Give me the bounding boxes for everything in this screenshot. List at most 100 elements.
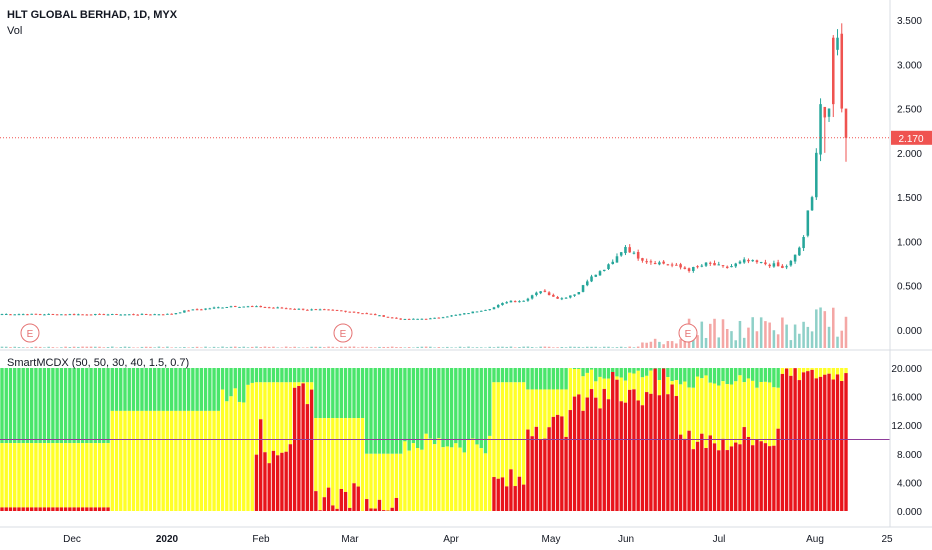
mcdx-yellow-bar xyxy=(63,443,68,508)
mcdx-yellow-bar xyxy=(203,410,208,511)
mcdx-green-bar xyxy=(318,368,322,419)
indicator-legend[interactable]: SmartMCDX (50, 50, 30, 40, 1.5, 0.7) xyxy=(7,357,189,369)
mcdx-yellow-bar xyxy=(462,452,466,511)
volume-bar xyxy=(450,347,453,348)
volume-bar xyxy=(772,330,776,348)
volume-bar xyxy=(764,321,767,348)
price-pane[interactable] xyxy=(0,23,848,320)
price-tick-label: 0.000 xyxy=(897,326,922,337)
volume-bar xyxy=(437,347,441,348)
volume-legend[interactable]: Vol xyxy=(7,25,22,37)
candle-body xyxy=(399,318,402,320)
mcdx-yellow-bar xyxy=(810,368,814,370)
candle-body xyxy=(136,314,139,316)
volume-bar xyxy=(836,336,839,348)
mcdx-yellow-bar xyxy=(695,376,700,442)
candle-body xyxy=(594,274,598,277)
volume-bar xyxy=(17,347,21,348)
mcdx-green-bar xyxy=(666,368,670,378)
mcdx-red-bar xyxy=(8,507,13,511)
indicator-axis[interactable]: 20.000 16.000 12.000 8.000 4.000 0.000 xyxy=(891,364,922,518)
time-tick-label: Aug xyxy=(806,534,824,545)
mcdx-green-bar xyxy=(360,368,365,419)
mcdx-yellow-bar xyxy=(284,382,288,452)
mcdx-yellow-bar xyxy=(717,385,721,451)
candle-body xyxy=(161,314,165,316)
volume-bar xyxy=(789,340,793,348)
mcdx-red-bar xyxy=(797,380,802,511)
mcdx-green-bar xyxy=(589,368,594,370)
mcdx-yellow-bar xyxy=(186,410,191,511)
mcdx-yellow-bar xyxy=(411,443,416,511)
price-tick-label: 2.500 xyxy=(897,105,922,116)
candle-body xyxy=(798,247,801,256)
volume-bar xyxy=(670,341,674,348)
volume-bar xyxy=(446,346,449,348)
volume-bar xyxy=(369,347,373,348)
mcdx-yellow-bar xyxy=(555,389,560,415)
symbol-legend[interactable]: HLT GLOBAL BERHAD, 1D, MYX xyxy=(7,9,178,21)
volume-bar xyxy=(717,337,721,348)
price-tick-label: 2.000 xyxy=(897,149,922,160)
mcdx-yellow-bar xyxy=(479,448,483,511)
candle-body xyxy=(670,264,674,266)
mcdx-yellow-bar xyxy=(93,443,98,508)
candle-body xyxy=(81,314,84,316)
mcdx-green-bar xyxy=(644,368,649,376)
earnings-marker[interactable]: E xyxy=(678,323,698,343)
mcdx-red-bar xyxy=(789,375,793,511)
mcdx-green-bar xyxy=(475,368,479,445)
mcdx-green-bar xyxy=(242,368,246,403)
earnings-marker[interactable]: E xyxy=(20,323,40,343)
candle-body xyxy=(30,313,33,315)
mcdx-green-bar xyxy=(339,368,343,419)
volume-bar xyxy=(55,347,59,348)
volume-bar xyxy=(484,347,487,348)
time-axis[interactable]: Dec 2020 Feb Mar Apr May Jun Jul Aug 25 xyxy=(63,534,893,545)
mcdx-yellow-bar xyxy=(390,453,394,508)
candle-body xyxy=(509,300,513,303)
mcdx-green-bar xyxy=(492,368,496,383)
mcdx-green-bar xyxy=(165,368,170,411)
price-axis[interactable]: 3.500 3.000 2.500 2.000 1.500 1.000 0.500 0.000 xyxy=(897,16,922,337)
mcdx-yellow-bar xyxy=(38,443,42,508)
mcdx-red-bar xyxy=(564,436,568,511)
mcdx-yellow-bar xyxy=(369,453,373,509)
mcdx-green-bar xyxy=(708,368,712,383)
mcdx-red-bar xyxy=(619,401,623,511)
mcdx-red-bar xyxy=(13,507,17,511)
volume-bar xyxy=(624,347,627,348)
volume-bar xyxy=(272,346,275,348)
volume-bar xyxy=(94,346,97,348)
candle-body xyxy=(221,307,224,309)
mcdx-green-bar xyxy=(462,368,466,453)
mcdx-red-bar xyxy=(721,438,725,511)
mcdx-yellow-bar xyxy=(636,370,640,401)
volume-bar xyxy=(530,347,534,348)
volume-bar xyxy=(768,322,771,348)
mcdx-yellow-bar xyxy=(560,389,564,417)
mcdx-red-bar xyxy=(700,433,704,511)
mcdx-yellow-bar xyxy=(445,446,450,511)
mcdx-yellow-bar xyxy=(649,370,653,394)
mcdx-yellow-bar xyxy=(628,372,632,390)
mcdx-red-bar xyxy=(369,508,373,511)
volume-bar xyxy=(301,347,305,348)
mcdx-green-bar xyxy=(615,368,619,377)
mcdx-yellow-bar xyxy=(623,380,628,403)
volume-pane xyxy=(0,307,848,348)
mcdx-yellow-bar xyxy=(466,439,471,511)
mcdx-yellow-bar xyxy=(509,382,513,470)
candle-body xyxy=(183,310,186,313)
earnings-marker[interactable]: E xyxy=(333,323,353,343)
candle-body xyxy=(692,267,695,271)
candle-body xyxy=(38,314,42,316)
mcdx-red-bar xyxy=(76,507,81,511)
mcdx-green-bar xyxy=(678,368,683,385)
mcdx-green-bar xyxy=(72,368,76,444)
mcdx-pane[interactable] xyxy=(0,368,890,511)
volume-bar xyxy=(403,347,407,348)
volume-bar xyxy=(552,347,555,348)
volume-bar xyxy=(560,346,564,348)
mcdx-red-bar xyxy=(72,507,76,511)
